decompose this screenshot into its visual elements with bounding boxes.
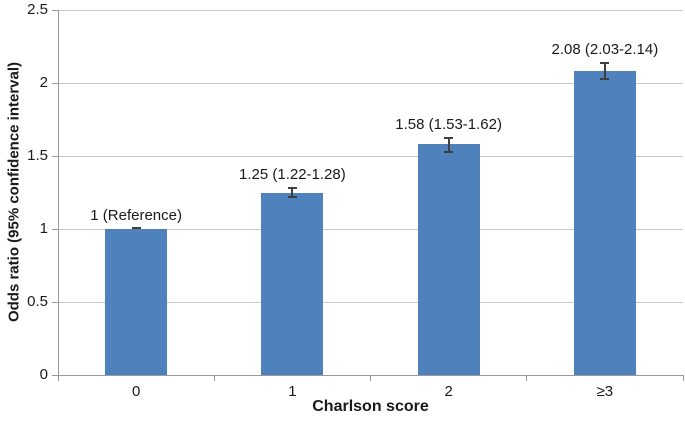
- x-axis-tick: [370, 375, 371, 381]
- x-axis-tick: [213, 375, 215, 381]
- y-gridline: [58, 155, 683, 157]
- bar-value-label: 1.58 (1.53-1.62): [395, 116, 502, 134]
- error-bar-cap-bottom: [444, 150, 454, 153]
- bar-value-label: 1.25 (1.22-1.28): [239, 166, 346, 184]
- y-axis-tick-label: 2: [39, 74, 48, 91]
- x-axis-tick-label: 1: [288, 383, 297, 400]
- error-bar-cap-bottom: [287, 195, 297, 198]
- y-axis-title: Odds ratio (95% confidence interval): [5, 61, 23, 323]
- error-bar-cap-top: [287, 187, 297, 190]
- y-gridline: [58, 82, 683, 84]
- y-gridline: [58, 228, 683, 230]
- error-bar-cap-bottom: [600, 77, 610, 80]
- y-axis-tick: [52, 374, 58, 376]
- y-axis-tick-label: 0.5: [27, 293, 48, 310]
- y-axis-tick-label: 1.5: [27, 147, 48, 164]
- x-axis-title: Charlson score: [312, 398, 429, 415]
- x-axis-tick-label: 0: [131, 383, 141, 400]
- error-bar-line: [447, 138, 450, 152]
- x-axis-tick-label: ≥3: [596, 383, 614, 400]
- y-axis-tick-label: 1: [39, 220, 48, 237]
- error-bar-cap: [131, 227, 141, 229]
- y-axis-tick: [52, 301, 58, 303]
- x-axis-tick-label: 2: [444, 383, 453, 400]
- y-axis-tick: [52, 82, 58, 84]
- y-axis-line: [58, 10, 59, 376]
- error-bar-cap-top: [600, 61, 610, 64]
- error-bar-cap-top: [444, 137, 454, 140]
- bar-value-label: 2.08 (2.03-2.14): [551, 40, 659, 58]
- bar-charlson-2: [417, 144, 480, 375]
- y-axis-tick-label: 2.5: [27, 1, 48, 18]
- y-axis-tick: [52, 228, 58, 230]
- y-axis-tick-label: 0: [39, 366, 48, 383]
- y-gridline: [58, 301, 683, 303]
- y-axis-tick: [52, 155, 58, 157]
- x-axis-tick: [57, 375, 59, 381]
- x-axis-tick: [526, 375, 528, 381]
- bar-value-label: 1 (Reference): [90, 207, 182, 224]
- y-gridline: [58, 9, 683, 11]
- bar-charlson-≥3: [573, 71, 636, 375]
- error-bar-line: [603, 62, 606, 79]
- error-bar-line: [291, 188, 294, 197]
- y-axis-tick: [52, 9, 58, 11]
- x-axis-line: [58, 375, 683, 376]
- x-axis-tick: [682, 375, 684, 381]
- bar-charlson-0: [105, 229, 168, 375]
- bar-charlson-1: [261, 192, 324, 375]
